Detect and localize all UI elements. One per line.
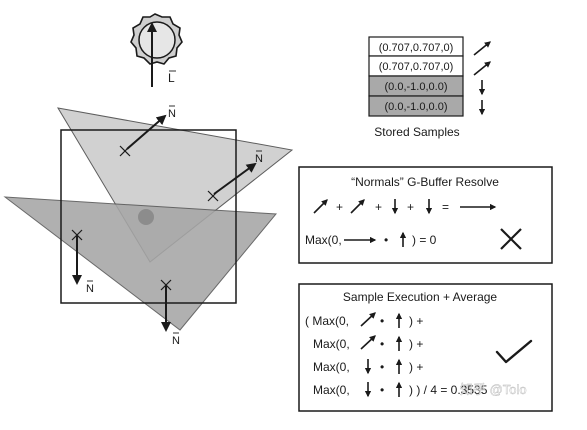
diagonal-arrow-icon [473,61,491,76]
dot-operator: • [380,383,384,397]
dot-operator: • [380,337,384,351]
cross-icon [500,228,522,250]
dot-operator: • [380,360,384,374]
light-source: L [130,13,183,87]
plus-sign: + [375,200,382,214]
light-triangle [57,107,294,263]
diagonal-arrow-icon [473,41,491,56]
diagonal-arrow-icon [350,199,365,214]
execution-line-suffix: ) + [409,360,423,374]
execution-line-suffix: ) + [409,337,423,351]
stored-sample-value: (0.0,-1.0,0.0) [385,81,448,93]
execution-line-suffix: ) + [409,314,423,328]
diagonal-arrow-icon [360,335,376,350]
watermark: 知乎 @Tolo [460,382,527,397]
gbuffer-resolve-box: “Normals” G-Buffer Resolve + + + = Max(0… [298,166,553,264]
plus-sign: + [336,200,343,214]
stored-sample-row [368,95,464,117]
sample-execution-box: Sample Execution + Average ( Max(0, • ) … [298,283,553,412]
pixel-center-dot [138,209,154,225]
normal-label: N [172,335,180,347]
execution-line-prefix: ( Max(0, [305,314,349,328]
diagonal-arrow-icon [360,312,376,327]
execution-line-prefix: Max(0, [313,383,350,397]
plus-sign: + [407,200,414,214]
execution-line-prefix: Max(0, [313,360,350,374]
normal-label: N [86,283,94,295]
execution-line-suffix: ) ) / 4 = 0.3535 [409,383,488,397]
stored-sample-value: (0.707,0.707,0) [379,42,454,54]
resolve-formula-prefix: Max(0, [305,233,342,247]
sample-execution-title: Sample Execution + Average [343,290,498,304]
check-icon [495,339,533,364]
sample-cross [71,229,83,241]
gbuffer-resolve-title: “Normals” G-Buffer Resolve [351,175,499,189]
diagonal-arrow-icon [313,199,328,214]
execution-line-prefix: Max(0, [313,337,350,351]
geometry: N N N N [3,105,294,347]
light-vector-label: L [168,71,175,85]
stored-samples-caption: Stored Samples [374,125,459,139]
stored-sample-value: (0.0,-1.0,0.0) [385,101,448,113]
dot-operator: • [384,233,388,247]
stored-sample-value: (0.707,0.707,0) [379,61,454,73]
dot-operator: • [380,314,384,328]
normal-label: N [255,153,263,165]
resolve-formula-suffix: ) = 0 [412,233,437,247]
normal-arrow [126,114,167,150]
normal-label: N [168,108,176,120]
normal-arrow [213,162,257,195]
equals-sign: = [442,200,449,214]
stored-samples-table: (0.707,0.707,0) (0.707,0.707,0) (0.0,-1.… [368,36,491,139]
